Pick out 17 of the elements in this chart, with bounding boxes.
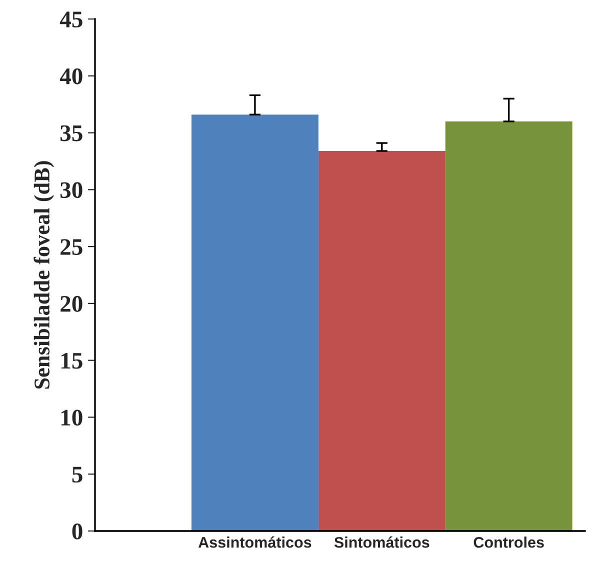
bar — [191, 114, 318, 531]
x-tick-label: Controles — [474, 536, 544, 548]
y-tick-label: 0 — [72, 523, 82, 540]
bar — [318, 150, 446, 531]
y-tick-label: 25 — [60, 239, 82, 255]
y-tick-label: 10 — [61, 410, 82, 426]
y-axis-title: Sensibiladde foveal (dB) — [34, 161, 54, 389]
bar — [445, 121, 572, 531]
y-tick-label: 30 — [60, 182, 82, 198]
x-tick-label: Sintomáticos — [334, 536, 430, 548]
y-tick-label: 45 — [60, 12, 82, 28]
y-tick-label: 5 — [72, 466, 82, 483]
y-tick-label: 20 — [60, 296, 82, 312]
x-tick-label: Assintomáticos — [198, 536, 312, 548]
y-tick-label: 15 — [61, 352, 82, 369]
y-tick-label: 40 — [60, 68, 82, 84]
y-tick-label: 35 — [60, 125, 82, 142]
